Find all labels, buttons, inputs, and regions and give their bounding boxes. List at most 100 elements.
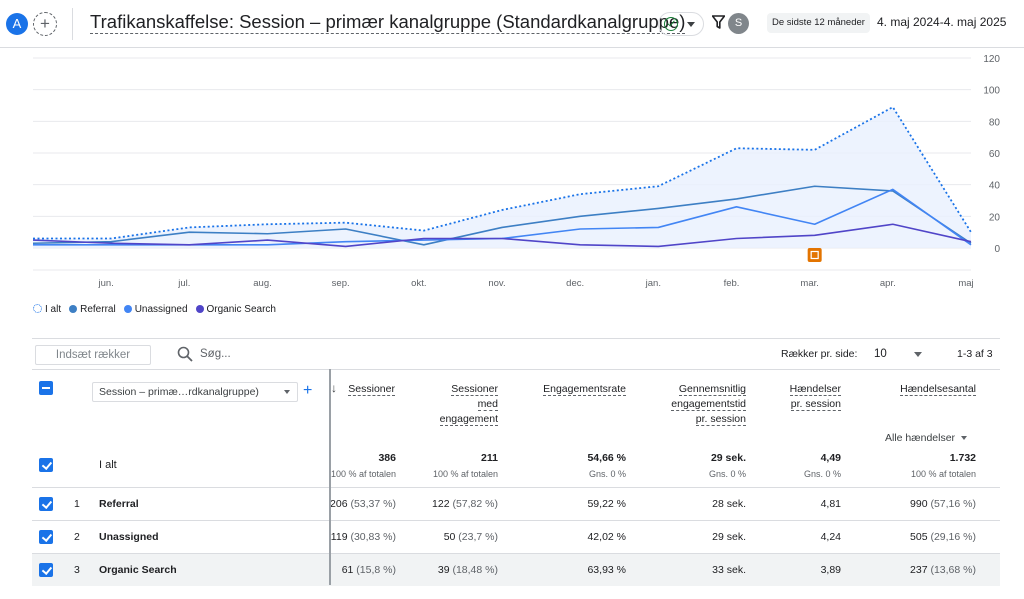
legend-item[interactable]: I alt — [33, 304, 61, 315]
y-tick-label: 100 — [983, 86, 1000, 97]
series-line-i-alt — [33, 106, 972, 240]
page-title[interactable]: Trafikanskaffelse: Session – primær kana… — [90, 11, 686, 34]
x-tick-label: dec. — [566, 278, 584, 289]
search-input[interactable] — [200, 345, 380, 363]
check-circle-icon — [664, 17, 678, 31]
property-avatar[interactable]: A — [6, 13, 28, 35]
data-table-card: Indsæt rækker Rækker pr. side: 10 1-3 af… — [32, 338, 1000, 586]
table-row[interactable]: 1 Referral 206 (53,37 %) 122 (57,82 %) 59,22… — [32, 487, 1000, 520]
cell-avg-engagement-time: 33 sek. — [712, 564, 746, 576]
cell-engaged-sessions: 122 (57,82 %) — [432, 498, 498, 510]
series-area-i-alt — [33, 107, 971, 248]
cell-percent: (18,48 %) — [449, 564, 498, 576]
cell-value: 39 — [437, 564, 450, 576]
y-tick-label: 60 — [989, 149, 1001, 160]
date-range-picker[interactable]: 4. maj 2024-4. maj 2025 — [877, 15, 1007, 29]
x-tick-label: jul. — [177, 278, 190, 289]
table-row[interactable]: 2 Unassigned 119 (30,83 %) 50 (23,7 %) 42,02… — [32, 520, 1000, 553]
dimension-select[interactable]: Session – primæ…rdkanalgruppe) — [92, 382, 298, 402]
x-tick-label: aug. — [253, 278, 272, 289]
user-avatar[interactable]: S — [728, 13, 749, 34]
legend-item[interactable]: Unassigned — [123, 304, 188, 315]
total-engagement-rate-avg: Gns. 0 % — [588, 469, 626, 479]
cell-events-per-session: 3,89 — [821, 564, 841, 576]
series-line-referral — [32, 185, 972, 246]
x-tick-label: mar. — [800, 278, 818, 289]
total-event-count: 1.732 — [949, 452, 976, 464]
column-header-engaged-sessions[interactable]: Sessioner med engagement — [439, 383, 498, 426]
filter-icon[interactable] — [712, 15, 725, 29]
sort-descending-icon[interactable]: ↓ — [331, 381, 337, 395]
cell-events-per-session: 4,81 — [821, 498, 841, 510]
x-tick-label: jan. — [645, 278, 661, 289]
cell-engagement-rate: 63,93 % — [587, 564, 626, 576]
cell-value: 3,89 — [820, 564, 841, 576]
chevron-down-icon — [284, 390, 290, 394]
date-period-chip[interactable]: De sidste 12 måneder — [767, 13, 870, 33]
total-event-count-share: 100 % af totalen — [910, 469, 976, 479]
row-channel-name[interactable]: Organic Search — [99, 564, 177, 576]
legend-label: I alt — [45, 304, 62, 315]
row-channel-name[interactable]: Referral — [99, 498, 139, 510]
cell-sessions: 206 (53,37 %) — [330, 498, 396, 510]
report-status-button[interactable] — [658, 12, 704, 36]
legend-item[interactable]: Organic Search — [195, 304, 276, 315]
cell-value: 42,02 % — [587, 531, 626, 543]
cell-value: 33 sek. — [712, 564, 746, 576]
cell-percent: (29,16 %) — [927, 531, 976, 543]
line-chart: 0 20 40 60 80 100 120 jun. jul. aug. sep. okt. nov. d… — [32, 54, 1001, 289]
cell-value: 63,93 % — [587, 564, 626, 576]
search-icon — [177, 346, 193, 362]
column-header-engagement-rate[interactable]: Engagementsrate — [543, 383, 626, 396]
column-header-sessions[interactable]: Sessioner — [348, 383, 395, 396]
totals-checkbox[interactable] — [39, 458, 53, 472]
cell-engagement-rate: 42,02 % — [587, 531, 626, 543]
total-avg-engagement-time-avg: Gns. 0 % — [708, 469, 746, 479]
row-checkbox[interactable] — [39, 563, 53, 577]
column-header-events-per-session[interactable]: Hændelser pr. session — [789, 383, 841, 411]
rows-per-page-select[interactable]: 10 — [874, 344, 928, 364]
insert-rows-input[interactable]: Indsæt rækker — [35, 345, 151, 365]
add-dimension-icon[interactable]: + — [303, 382, 313, 399]
chevron-down-icon — [961, 436, 968, 440]
total-sessions: 386 — [378, 452, 396, 464]
add-comparison-icon[interactable]: + — [33, 12, 57, 36]
cell-percent: (30,83 %) — [347, 531, 396, 543]
select-all-checkbox[interactable] — [39, 381, 53, 395]
y-tick-label: 120 — [983, 54, 1000, 65]
column-header-avg-engagement-time[interactable]: Gennemsnitlig engagementstid pr. session — [671, 383, 746, 426]
cell-value: 4,81 — [820, 498, 841, 510]
x-tick-label: jun. — [98, 278, 114, 289]
legend-swatch — [195, 305, 204, 313]
total-events-per-session-avg: Gns. 0 % — [803, 469, 841, 479]
legend-swatch — [69, 305, 78, 313]
cell-value: 50 — [443, 531, 456, 543]
total-engagement-rate: 54,66 % — [587, 452, 626, 464]
legend-item[interactable]: Referral — [69, 304, 116, 315]
annotation-icon — [807, 248, 822, 262]
pagination-info: 1-3 af 3 — [957, 348, 993, 360]
cell-percent: (15,8 %) — [353, 564, 396, 576]
total-engaged-sessions-share: 100 % af totalen — [432, 469, 498, 479]
event-filter-label: Alle hændelser — [885, 432, 956, 444]
y-tick-label: 20 — [989, 212, 1001, 223]
total-sessions-share: 100 % af totalen — [330, 469, 396, 479]
cell-event-count: 990 (57,16 %) — [910, 498, 976, 510]
event-filter-select[interactable]: Alle hændelser — [885, 432, 968, 444]
table-row[interactable]: 3 Organic Search 61 (15,8 %) 39 (18,48 %) 63… — [32, 553, 1000, 586]
report-header: A + Trafikanskaffelse: Session – primær … — [0, 0, 1024, 48]
cell-percent: (13,68 %) — [927, 564, 976, 576]
row-checkbox[interactable] — [39, 530, 53, 544]
column-header-event-count[interactable]: Hændelsesantal — [900, 383, 976, 396]
cell-value: 122 — [432, 498, 450, 510]
row-channel-name[interactable]: Unassigned — [99, 531, 159, 543]
legend-label: Unassigned — [134, 304, 188, 315]
legend-swatch — [33, 304, 42, 313]
row-checkbox[interactable] — [39, 497, 53, 511]
total-events-per-session: 4,49 — [820, 452, 841, 464]
legend-swatch — [123, 305, 132, 313]
row-number: 3 — [74, 564, 80, 576]
cell-percent: (23,7 %) — [455, 531, 498, 543]
annotation-icon-glyph — [810, 250, 819, 260]
cell-value: 4,24 — [820, 531, 841, 543]
